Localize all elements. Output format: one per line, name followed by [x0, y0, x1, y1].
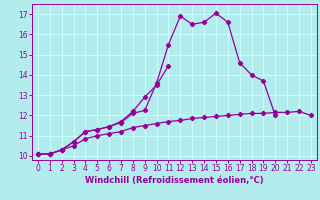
X-axis label: Windchill (Refroidissement éolien,°C): Windchill (Refroidissement éolien,°C): [85, 176, 264, 185]
